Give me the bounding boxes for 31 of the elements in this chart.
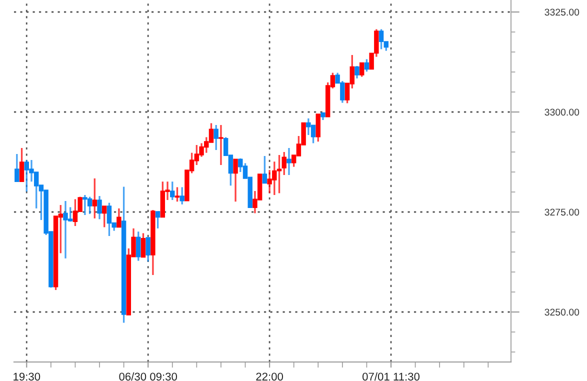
candlestick — [174, 186, 180, 202]
candlestick — [218, 124, 224, 166]
y-tick-label: 3300.00 — [544, 108, 580, 116]
candlestick — [214, 124, 218, 151]
candlestick — [19, 147, 24, 182]
candlestick — [146, 236, 150, 262]
candlestick — [97, 195, 102, 220]
x-tick-label: 19:30 — [14, 372, 40, 381]
candlestick — [262, 155, 268, 184]
candlestick — [140, 232, 146, 258]
candlestick — [170, 180, 175, 201]
candlestick — [316, 113, 320, 142]
candlestick — [116, 208, 122, 228]
x-tick-label: 07/01 11:30 — [362, 372, 420, 381]
y-tick-label: 3275.00 — [544, 208, 580, 216]
candlestick — [359, 62, 364, 78]
candlestick — [364, 58, 370, 72]
candlestick — [180, 186, 184, 206]
candlestick — [92, 178, 98, 220]
candlestick — [14, 153, 20, 182]
candlestick — [233, 158, 238, 202]
candlestick — [155, 210, 160, 230]
y-tick-label: 3325.00 — [544, 8, 580, 16]
x-tick-label: 22:00 — [256, 372, 284, 381]
candlestick — [354, 65, 360, 80]
candlestick — [286, 147, 292, 176]
x-tick-label: 06/30 09:30 — [119, 372, 178, 381]
candlestick — [282, 151, 286, 176]
candlestick — [102, 205, 107, 228]
y-tick-label: 3250.00 — [544, 308, 580, 316]
candlestick — [136, 230, 141, 262]
